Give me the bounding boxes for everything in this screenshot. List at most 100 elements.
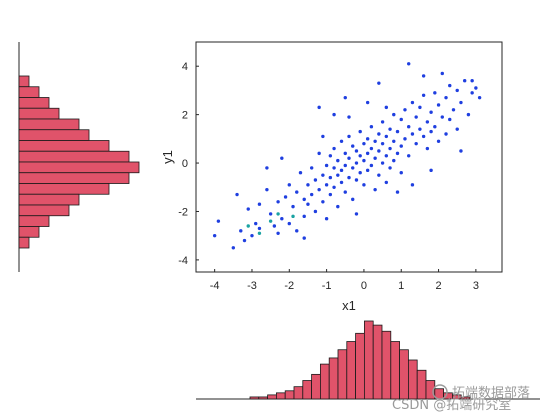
scatter-point <box>317 151 321 156</box>
y-tick-label: -2 <box>178 206 188 218</box>
scatter-point <box>392 112 396 117</box>
scatter-point <box>306 183 310 187</box>
scatter-point <box>377 173 381 177</box>
scatter-point <box>410 100 415 105</box>
x-tick-label: 3 <box>473 280 479 292</box>
scatter-point <box>470 79 474 83</box>
scatter-point <box>272 224 277 228</box>
scatter-point <box>291 204 295 209</box>
scatter-point <box>377 149 381 153</box>
x-tick-label: 0 <box>361 280 367 292</box>
scatter-point <box>365 137 370 141</box>
scatter-point <box>268 212 273 216</box>
scatter-point <box>280 217 284 221</box>
scatter-point <box>216 219 221 223</box>
bottom-histogram-bar <box>390 341 400 400</box>
scatter-point <box>250 233 254 238</box>
scatter-point <box>336 158 340 163</box>
scatter-point <box>339 180 344 185</box>
scatter-point <box>365 100 370 105</box>
scatter-point <box>365 168 370 173</box>
scatter-point <box>339 139 344 143</box>
scatter-point <box>459 149 463 153</box>
scatter-point <box>347 175 351 180</box>
scatter-point-highlight <box>276 212 280 216</box>
bottom-histogram-bar <box>258 396 268 400</box>
x-tick-label: -4 <box>210 280 220 292</box>
scatter-point <box>395 190 400 194</box>
left-histogram-bar <box>18 118 80 131</box>
scatter-point <box>399 117 403 122</box>
scatter-point <box>459 100 463 105</box>
scatter-point <box>403 108 407 112</box>
scatter-point <box>298 171 303 175</box>
scatter-point <box>283 195 288 199</box>
bottom-histogram-bar <box>407 359 418 400</box>
scatter-point <box>324 183 329 187</box>
scatter-point <box>321 173 325 177</box>
scatter-point <box>421 74 426 78</box>
scatter-point <box>306 202 310 206</box>
scatter-point <box>373 187 377 192</box>
scatter-point <box>332 185 336 189</box>
scatter-point <box>421 134 426 139</box>
scatter-point <box>354 178 359 182</box>
scatter-point <box>235 192 239 197</box>
scatter-point <box>347 156 351 160</box>
scatter-point <box>429 110 433 114</box>
scatter-point <box>351 144 355 148</box>
scatter-point <box>309 166 314 170</box>
scatter-point <box>212 233 217 238</box>
scatter-point <box>373 139 377 143</box>
scatter-point <box>429 129 433 134</box>
scatter-point <box>302 236 306 240</box>
x-tick-label: 2 <box>435 280 441 292</box>
left-histogram-bar <box>18 183 110 195</box>
left-histogram-bar <box>18 150 130 163</box>
scatter-point <box>317 187 321 192</box>
scatter-point <box>295 190 299 194</box>
scatter-point <box>336 173 340 177</box>
x-tick-label: -1 <box>322 280 332 292</box>
scatter-point <box>347 134 351 139</box>
scatter-point <box>407 154 411 158</box>
scatter-point <box>351 166 355 170</box>
bottom-histogram-bar <box>319 363 330 400</box>
scatter-point <box>265 166 269 170</box>
scatter-point <box>328 175 333 180</box>
scatter-point <box>343 151 347 156</box>
scatter-point <box>414 141 418 146</box>
scatter-point-highlight <box>268 219 273 223</box>
watermark: 拓端数据部落 CSDN @拓端研究室 <box>392 384 530 413</box>
left-histogram-bar <box>18 86 40 98</box>
left-histogram-bar <box>18 161 140 174</box>
watermark-brand: 拓端数据部落 <box>452 386 530 401</box>
scatter-point <box>384 180 389 185</box>
scatter-point <box>433 125 437 129</box>
x-axis-label: x1 <box>342 298 356 313</box>
scatter-point <box>474 86 478 90</box>
scatter-point <box>343 190 347 194</box>
scatter-point <box>436 139 441 143</box>
left-histogram-bar <box>18 140 110 152</box>
scatter-point <box>295 229 299 233</box>
scatter-point <box>336 204 340 209</box>
scatter-point <box>313 178 318 182</box>
scatter-point <box>321 200 325 204</box>
scatter-point <box>418 105 422 110</box>
scatter-point <box>380 120 385 124</box>
scatter-point <box>369 125 374 129</box>
scatter-point <box>410 183 415 187</box>
bottom-histogram-bar <box>355 332 365 400</box>
scatter-ticks: -4 -3 -2 -1 0 1 2 3 -4 -2 0 2 4 <box>178 61 479 292</box>
scatter-point <box>451 108 456 112</box>
y-tick-label: -4 <box>178 255 188 267</box>
scatter-point <box>354 212 359 216</box>
scatter-point <box>365 151 370 156</box>
scatter-point <box>425 120 430 124</box>
scatter-point-highlight <box>291 214 295 219</box>
scatter-point <box>395 129 400 134</box>
x-tick-label: -3 <box>247 280 257 292</box>
y-tick-label: 0 <box>182 158 188 170</box>
